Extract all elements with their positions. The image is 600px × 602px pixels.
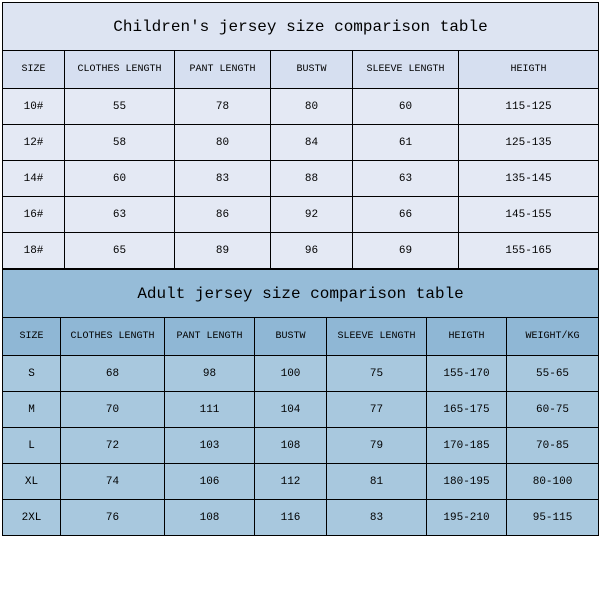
cell: 58 <box>65 125 175 161</box>
adult-col-1: CLOTHES LENGTH <box>61 318 165 356</box>
cell: 70-85 <box>507 428 599 464</box>
table-row: 14# 60 83 88 63 135-145 <box>3 161 599 197</box>
table-row: 10# 55 78 80 60 115-125 <box>3 89 599 125</box>
cell: 86 <box>175 197 271 233</box>
cell: 80-100 <box>507 464 599 500</box>
cell: 78 <box>175 89 271 125</box>
cell: XL <box>3 464 61 500</box>
cell: 98 <box>165 356 255 392</box>
cell: 145-155 <box>459 197 599 233</box>
children-title: Children's jersey size comparison table <box>3 3 599 51</box>
cell: 84 <box>271 125 353 161</box>
cell: 75 <box>327 356 427 392</box>
adult-col-5: HEIGTH <box>427 318 507 356</box>
cell: 112 <box>255 464 327 500</box>
adult-header-row: SIZE CLOTHES LENGTH PANT LENGTH BUSTW SL… <box>3 318 599 356</box>
table-row: 18# 65 89 96 69 155-165 <box>3 233 599 269</box>
cell: 89 <box>175 233 271 269</box>
cell: 104 <box>255 392 327 428</box>
cell: 10# <box>3 89 65 125</box>
cell: L <box>3 428 61 464</box>
cell: 88 <box>271 161 353 197</box>
adult-col-2: PANT LENGTH <box>165 318 255 356</box>
cell: 72 <box>61 428 165 464</box>
cell: 83 <box>327 500 427 536</box>
cell: 61 <box>353 125 459 161</box>
children-col-5: HEIGTH <box>459 51 599 89</box>
adult-col-6: WEIGHT/KG <box>507 318 599 356</box>
adult-title: Adult jersey size comparison table <box>3 270 599 318</box>
children-header-row: SIZE CLOTHES LENGTH PANT LENGTH BUSTW SL… <box>3 51 599 89</box>
cell: 135-145 <box>459 161 599 197</box>
cell: M <box>3 392 61 428</box>
table-row: M 70 111 104 77 165-175 60-75 <box>3 392 599 428</box>
cell: 115-125 <box>459 89 599 125</box>
cell: 2XL <box>3 500 61 536</box>
cell: 103 <box>165 428 255 464</box>
cell: 60-75 <box>507 392 599 428</box>
cell: 100 <box>255 356 327 392</box>
cell: 14# <box>3 161 65 197</box>
cell: 106 <box>165 464 255 500</box>
cell: 76 <box>61 500 165 536</box>
cell: 68 <box>61 356 165 392</box>
cell: 96 <box>271 233 353 269</box>
adult-col-4: SLEEVE LENGTH <box>327 318 427 356</box>
children-col-2: PANT LENGTH <box>175 51 271 89</box>
cell: 170-185 <box>427 428 507 464</box>
adult-size-table: Adult jersey size comparison table SIZE … <box>2 269 599 536</box>
cell: 60 <box>65 161 175 197</box>
cell: 108 <box>165 500 255 536</box>
cell: 63 <box>65 197 175 233</box>
children-col-3: BUSTW <box>271 51 353 89</box>
cell: 108 <box>255 428 327 464</box>
adult-col-3: BUSTW <box>255 318 327 356</box>
cell: 55 <box>65 89 175 125</box>
children-size-table: Children's jersey size comparison table … <box>2 2 599 269</box>
cell: 80 <box>175 125 271 161</box>
cell: 81 <box>327 464 427 500</box>
cell: 65 <box>65 233 175 269</box>
cell: 83 <box>175 161 271 197</box>
cell: 66 <box>353 197 459 233</box>
adult-title-row: Adult jersey size comparison table <box>3 270 599 318</box>
cell: 92 <box>271 197 353 233</box>
cell: 12# <box>3 125 65 161</box>
cell: 55-65 <box>507 356 599 392</box>
cell: 155-165 <box>459 233 599 269</box>
cell: 95-115 <box>507 500 599 536</box>
cell: 180-195 <box>427 464 507 500</box>
cell: 125-135 <box>459 125 599 161</box>
children-col-0: SIZE <box>3 51 65 89</box>
table-row: 2XL 76 108 116 83 195-210 95-115 <box>3 500 599 536</box>
table-row: L 72 103 108 79 170-185 70-85 <box>3 428 599 464</box>
cell: 16# <box>3 197 65 233</box>
children-col-4: SLEEVE LENGTH <box>353 51 459 89</box>
cell: 18# <box>3 233 65 269</box>
children-col-1: CLOTHES LENGTH <box>65 51 175 89</box>
cell: 77 <box>327 392 427 428</box>
cell: 80 <box>271 89 353 125</box>
table-row: S 68 98 100 75 155-170 55-65 <box>3 356 599 392</box>
children-title-row: Children's jersey size comparison table <box>3 3 599 51</box>
cell: 116 <box>255 500 327 536</box>
cell: S <box>3 356 61 392</box>
cell: 79 <box>327 428 427 464</box>
cell: 165-175 <box>427 392 507 428</box>
table-row: 12# 58 80 84 61 125-135 <box>3 125 599 161</box>
size-chart-container: Children's jersey size comparison table … <box>2 2 598 536</box>
cell: 195-210 <box>427 500 507 536</box>
cell: 74 <box>61 464 165 500</box>
cell: 155-170 <box>427 356 507 392</box>
table-row: XL 74 106 112 81 180-195 80-100 <box>3 464 599 500</box>
cell: 63 <box>353 161 459 197</box>
adult-col-0: SIZE <box>3 318 61 356</box>
table-row: 16# 63 86 92 66 145-155 <box>3 197 599 233</box>
cell: 60 <box>353 89 459 125</box>
cell: 69 <box>353 233 459 269</box>
cell: 111 <box>165 392 255 428</box>
cell: 70 <box>61 392 165 428</box>
